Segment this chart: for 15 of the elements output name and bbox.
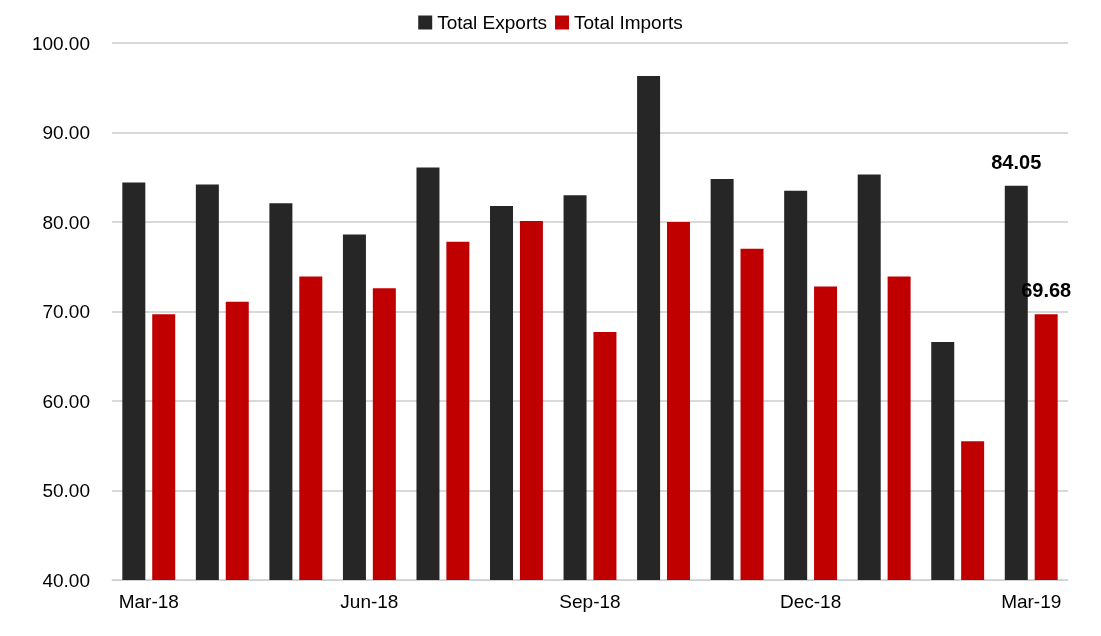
legend-label: Total Imports xyxy=(574,12,683,33)
data-label: 84.05 xyxy=(991,150,1042,173)
y-tick-label: 90.00 xyxy=(42,122,90,143)
y-tick-label: 40.00 xyxy=(42,569,90,591)
x-tick-label: Jun-18 xyxy=(340,591,399,612)
x-tick-label: Dec-18 xyxy=(779,591,842,612)
x-tick-label: Mar-18 xyxy=(118,591,179,612)
y-tick-label: 80.00 xyxy=(42,211,90,233)
y-tick-label: 50.00 xyxy=(42,480,90,501)
y-tick-label: 70.00 xyxy=(42,301,90,322)
legend-label: Total Exports xyxy=(437,12,548,33)
y-tick-label: 100.00 xyxy=(31,32,90,54)
y-tick-label: 60.00 xyxy=(42,390,90,412)
x-tick-label: Mar-19 xyxy=(1001,591,1062,612)
x-tick-label: Sep-18 xyxy=(559,591,621,612)
